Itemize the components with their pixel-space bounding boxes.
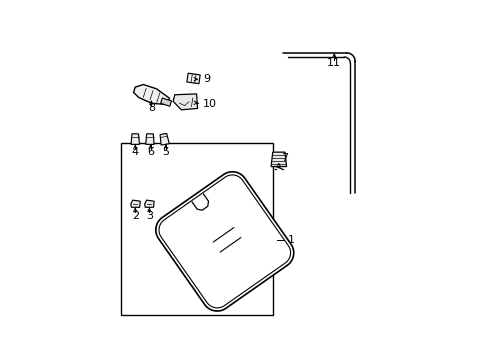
Text: 5: 5	[162, 147, 169, 157]
Text: 9: 9	[203, 74, 211, 84]
Text: 4: 4	[132, 147, 139, 157]
Polygon shape	[131, 200, 140, 207]
Text: 3: 3	[146, 211, 153, 221]
Text: 2: 2	[132, 211, 139, 221]
Text: 10: 10	[203, 99, 217, 109]
Bar	[121, 143, 273, 315]
Polygon shape	[187, 73, 200, 84]
Polygon shape	[131, 134, 140, 144]
Text: 6: 6	[147, 147, 154, 157]
Text: 11: 11	[327, 58, 342, 68]
Text: 1: 1	[288, 235, 295, 245]
Polygon shape	[145, 200, 154, 207]
Polygon shape	[133, 85, 170, 105]
Polygon shape	[161, 98, 171, 106]
Text: 7: 7	[281, 153, 288, 163]
Text: 8: 8	[148, 103, 155, 113]
Polygon shape	[146, 134, 154, 144]
Polygon shape	[160, 134, 169, 145]
Polygon shape	[173, 94, 197, 110]
Polygon shape	[156, 172, 294, 311]
Polygon shape	[271, 152, 287, 167]
